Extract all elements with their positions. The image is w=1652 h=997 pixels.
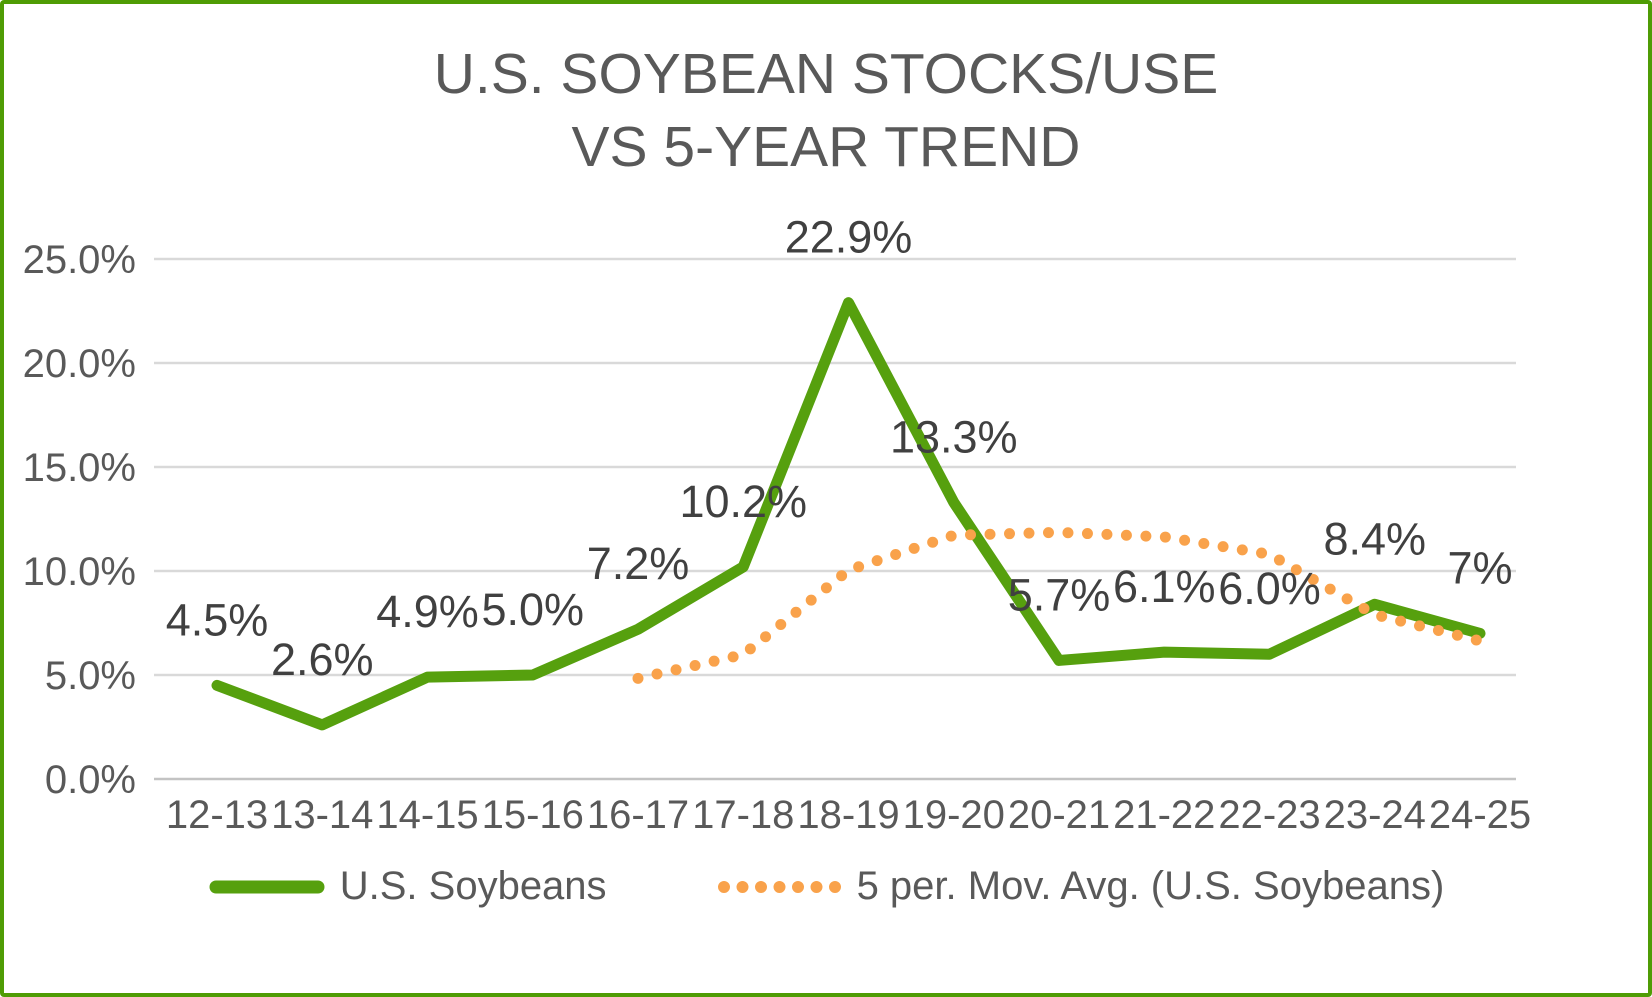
- y-tick-label: 15.0%: [23, 446, 136, 490]
- y-tick-label: 5.0%: [45, 654, 136, 698]
- y-tick-label: 0.0%: [45, 758, 136, 802]
- legend-label-moving-average: 5 per. Mov. Avg. (U.S. Soybeans): [856, 864, 1445, 908]
- x-tick-label: 19-20: [903, 793, 1005, 837]
- x-tick-label: 14-15: [376, 793, 478, 837]
- x-tick-label: 21-22: [1113, 793, 1215, 837]
- x-tick-label: 23-24: [1324, 793, 1426, 837]
- x-tick-label: 16-17: [587, 793, 689, 837]
- solid-line-swatch: [209, 880, 325, 893]
- x-tick-label: 20-21: [1008, 793, 1110, 837]
- series-line-moving-average: [632, 526, 1486, 684]
- y-tick-label: 20.0%: [23, 342, 136, 386]
- legend: U.S. Soybeans 5 per. Mov. Avg. (U.S. Soy…: [4, 864, 1648, 909]
- x-tick-label: 22-23: [1218, 793, 1320, 837]
- data-label: 5.7%: [1008, 569, 1111, 620]
- x-tick-label: 12-13: [166, 793, 268, 837]
- x-tick-label: 15-16: [482, 793, 584, 837]
- chart-title: U.S. SOYBEAN STOCKS/USE VS 5-YEAR TREND: [4, 38, 1648, 184]
- y-tick-label: 25.0%: [23, 238, 136, 282]
- series-line-us-soybeans: [211, 297, 1486, 731]
- data-label: 10.2%: [679, 476, 807, 527]
- y-tick-label: 10.0%: [23, 550, 136, 594]
- legend-label-us-soybeans: U.S. Soybeans: [339, 864, 607, 908]
- data-label: 13.3%: [890, 411, 1018, 462]
- data-label: 7.2%: [587, 538, 690, 589]
- plot-area: 0.0% 5.0% 10.0% 15.0% 20.0% 25.0% 12-13 13-14 14…: [23, 212, 1532, 837]
- data-label: 22.9%: [785, 212, 913, 263]
- data-label: 6.1%: [1113, 561, 1216, 612]
- data-label: 4.9%: [376, 586, 479, 637]
- chart-title-line2: VS 5-YEAR TREND: [571, 114, 1081, 179]
- chart-title-line1: U.S. SOYBEAN STOCKS/USE: [433, 42, 1219, 106]
- legend-item-us-soybeans: U.S. Soybeans: [208, 864, 607, 909]
- x-tick-label: 24-25: [1429, 793, 1531, 837]
- data-label: 4.5%: [166, 594, 269, 645]
- data-label: 5.0%: [481, 584, 584, 635]
- legend-item-moving-average: 5 per. Mov. Avg. (U.S. Soybeans): [717, 864, 1445, 909]
- x-tick-label: 13-14: [271, 793, 373, 837]
- data-label: 2.6%: [271, 634, 374, 685]
- data-label: 8.4%: [1323, 513, 1426, 564]
- x-tick-label: 18-19: [797, 793, 899, 837]
- data-label: 6.0%: [1218, 563, 1321, 614]
- data-label: 7%: [1447, 542, 1512, 593]
- dotted-line-swatch: [717, 880, 843, 893]
- x-tick-label: 17-18: [692, 793, 794, 837]
